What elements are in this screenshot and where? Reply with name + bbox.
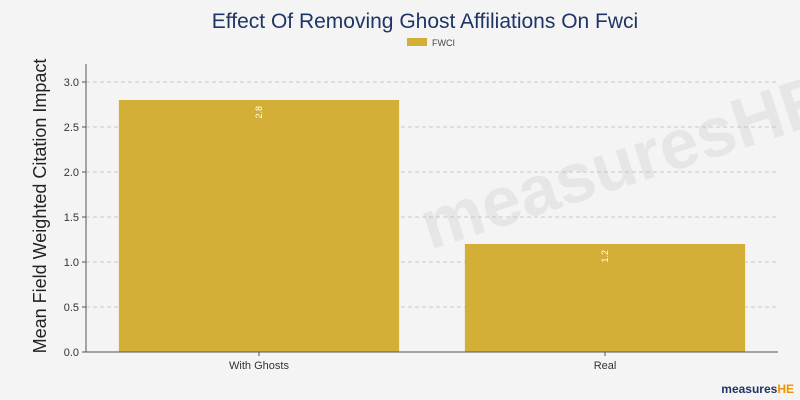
x-tick-label: With Ghosts	[229, 360, 289, 372]
y-tick-label: 2.5	[64, 122, 79, 134]
y-tick-label: 0.5	[64, 302, 79, 314]
svg-text:measuresHE: measuresHE	[411, 59, 800, 264]
watermark-logo: measuresHE	[411, 59, 800, 264]
legend-swatch	[407, 38, 427, 46]
y-tick-label: 1.0	[64, 257, 79, 269]
measureshe-logo: measuresHE	[721, 382, 794, 396]
y-axis-ticks: 0.0 0.5 1.0 1.5 2.0 2.5 3.0	[64, 77, 86, 359]
bar-with-ghosts[interactable]	[118, 100, 400, 352]
legend-label: FWCI	[432, 38, 455, 48]
y-axis-label: Mean Field Weighted Citation Impact	[30, 59, 50, 354]
chart-title: Effect Of Removing Ghost Affiliations On…	[212, 10, 638, 33]
y-tick-label: 0.0	[64, 347, 79, 359]
x-tick-label: Real	[594, 360, 617, 372]
data-label: 1.2	[600, 250, 610, 263]
logo-text-main: measures	[721, 382, 778, 396]
bar-real[interactable]	[464, 244, 746, 352]
legend[interactable]: FWCI	[407, 38, 455, 48]
x-axis-ticks: With Ghosts Real	[229, 352, 616, 372]
data-label: 2.8	[254, 106, 264, 119]
y-tick-label: 2.0	[64, 167, 79, 179]
logo-text-accent: HE	[777, 382, 794, 396]
y-tick-label: 1.5	[64, 212, 79, 224]
y-tick-label: 3.0	[64, 77, 79, 89]
bars: 2.8 1.2	[118, 100, 746, 352]
